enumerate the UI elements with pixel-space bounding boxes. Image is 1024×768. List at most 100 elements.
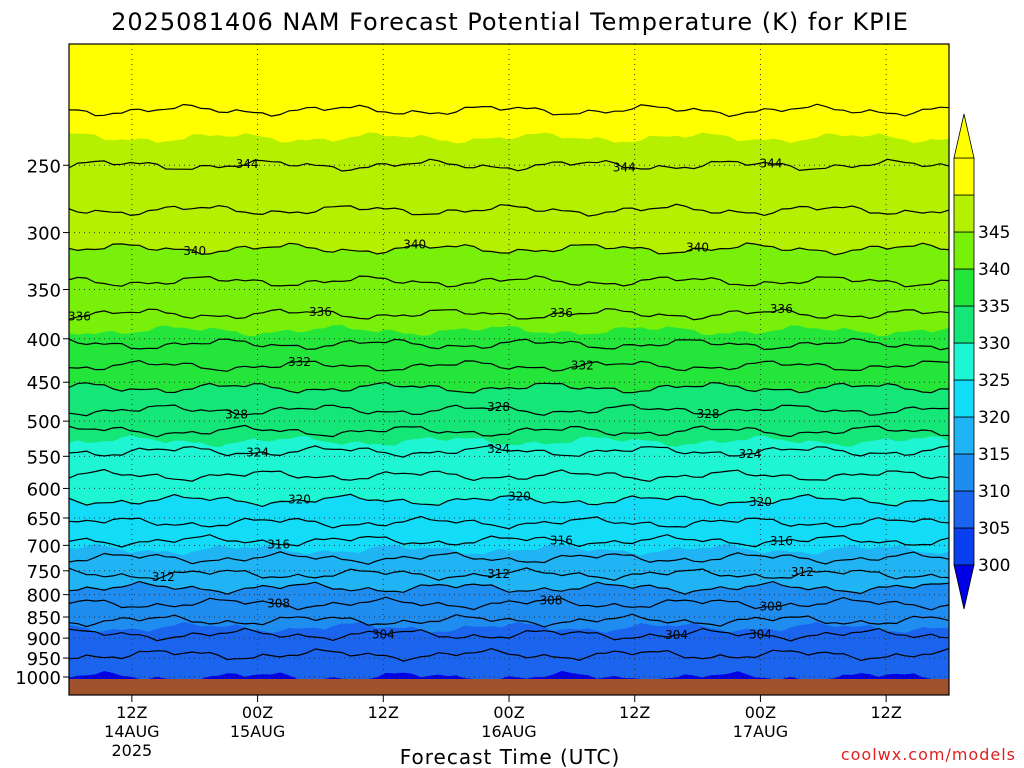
y-tick-label-850: 850 bbox=[27, 608, 61, 629]
colorbar-label-310: 310 bbox=[978, 482, 1010, 502]
contour-label-324: 324 bbox=[487, 442, 510, 456]
contour-302 bbox=[69, 647, 949, 662]
contour-340 bbox=[69, 242, 949, 256]
contour-label-336: 336 bbox=[550, 306, 573, 320]
contour-label-336: 336 bbox=[68, 310, 91, 324]
contour-312 bbox=[69, 567, 949, 581]
colorbar-label-345: 345 bbox=[978, 223, 1010, 243]
contour-label-320: 320 bbox=[288, 493, 311, 507]
contour-label-304: 304 bbox=[372, 627, 395, 641]
colorbar-label-335: 335 bbox=[978, 297, 1010, 317]
contour-324 bbox=[69, 444, 949, 458]
x-tick-label-12: 12Z bbox=[116, 703, 147, 722]
contour-label-320: 320 bbox=[508, 489, 531, 503]
theta-fill-bands bbox=[69, 44, 949, 695]
x-tick-label-72: 00Z bbox=[745, 703, 776, 722]
colorbar-swatch-1 bbox=[953, 490, 975, 529]
colorbar-label-320: 320 bbox=[978, 408, 1010, 428]
y-axis: 2503003504004505005506006507007508008509… bbox=[15, 156, 69, 689]
contour-label-328: 328 bbox=[487, 400, 510, 414]
x-axis-label: Forecast Time (UTC) bbox=[400, 745, 621, 768]
x-tick-date-48: 16AUG bbox=[481, 722, 536, 741]
contour-322 bbox=[69, 468, 949, 483]
contour-label-316: 316 bbox=[550, 533, 573, 547]
colorbar-label-330: 330 bbox=[978, 334, 1010, 354]
colorbar-swatch-10 bbox=[953, 157, 975, 196]
contour-330 bbox=[69, 381, 949, 394]
contour-label-328: 328 bbox=[697, 407, 720, 421]
contour-label-308: 308 bbox=[267, 597, 290, 611]
x-tick-date-24: 15AUG bbox=[230, 722, 285, 741]
colorbar-top-arrow bbox=[953, 113, 975, 159]
x-tick-date-72: 17AUG bbox=[733, 722, 788, 741]
colorbar-legend: 300 305 310 315 320 325 330 335 340 345 bbox=[953, 113, 1010, 610]
contour-label-344: 344 bbox=[613, 161, 636, 175]
x-tick-label-84: 12Z bbox=[870, 703, 901, 722]
x-tick-year-12: 2025 bbox=[111, 741, 152, 760]
colorbar-swatch-7 bbox=[953, 268, 975, 307]
contour-label-324: 324 bbox=[246, 445, 269, 459]
contour-label-340: 340 bbox=[686, 240, 709, 254]
x-tick-label-60: 12Z bbox=[619, 703, 650, 722]
contour-310 bbox=[69, 580, 949, 595]
contour-label-344: 344 bbox=[759, 157, 782, 171]
x-tick-label-48: 00Z bbox=[493, 703, 524, 722]
colorbar-swatch-9 bbox=[953, 194, 975, 233]
colorbar-label-315: 315 bbox=[978, 445, 1010, 465]
contour-label-316: 316 bbox=[770, 534, 793, 548]
y-tick-label-300: 300 bbox=[27, 224, 61, 245]
chart-title: 2025081406 NAM Forecast Potential Temper… bbox=[111, 8, 909, 36]
contour-316 bbox=[69, 534, 949, 548]
y-tick-label-900: 900 bbox=[27, 629, 61, 650]
y-tick-label-800: 800 bbox=[27, 586, 61, 607]
watermark: coolwx.com/models bbox=[841, 745, 1016, 764]
y-tick-label-250: 250 bbox=[27, 156, 61, 177]
contour-label-340: 340 bbox=[183, 244, 206, 258]
contour-label-308: 308 bbox=[539, 593, 562, 607]
y-tick-label-1000: 1000 bbox=[15, 668, 61, 689]
contour-label-308: 308 bbox=[759, 600, 782, 614]
contour-labels: 336 340 344 336 332 328 324 320 316 312 308 304 340 3… bbox=[68, 157, 814, 642]
contour-336 bbox=[69, 307, 949, 321]
contour-338 bbox=[69, 275, 949, 288]
colorbar-label-300: 300 bbox=[978, 556, 1010, 576]
ground-surface bbox=[69, 679, 949, 695]
contour-304 bbox=[69, 627, 949, 642]
colorbar-swatch-0 bbox=[953, 527, 975, 566]
contour-318 bbox=[69, 515, 949, 530]
contour-label-332: 332 bbox=[571, 359, 594, 373]
y-tick-label-600: 600 bbox=[27, 479, 61, 500]
contour-label-304: 304 bbox=[665, 628, 688, 642]
contour-label-324: 324 bbox=[738, 447, 761, 461]
colorbar-bottom-arrow bbox=[953, 564, 975, 610]
y-tick-label-500: 500 bbox=[27, 412, 61, 433]
y-tick-label-950: 950 bbox=[27, 649, 61, 670]
x-tick-label-24: 00Z bbox=[242, 703, 273, 722]
contour-332 bbox=[69, 359, 949, 372]
contour-306 bbox=[69, 613, 949, 628]
contour-label-312: 312 bbox=[152, 570, 175, 584]
contour-344 bbox=[69, 158, 949, 172]
x-tick-date-12: 14AUG bbox=[104, 722, 159, 741]
contour-328 bbox=[69, 404, 949, 417]
colorbar-label-305: 305 bbox=[978, 519, 1010, 539]
contour-314 bbox=[69, 551, 949, 565]
contour-label-312: 312 bbox=[487, 567, 510, 581]
y-tick-label-450: 450 bbox=[27, 373, 61, 394]
y-tick-label-700: 700 bbox=[27, 536, 61, 557]
colorbar-label-325: 325 bbox=[978, 371, 1010, 391]
contour-label-312: 312 bbox=[791, 565, 814, 579]
colorbar-swatch-5 bbox=[953, 342, 975, 381]
x-tick-label-36: 12Z bbox=[368, 703, 399, 722]
contour-label-316: 316 bbox=[267, 538, 290, 552]
contour-342 bbox=[69, 203, 949, 217]
contour-346 bbox=[69, 103, 949, 118]
contour-label-328: 328 bbox=[225, 407, 248, 421]
contour-label-320: 320 bbox=[749, 495, 772, 509]
y-tick-label-550: 550 bbox=[27, 447, 61, 468]
contour-label-340: 340 bbox=[403, 238, 426, 252]
contour-308 bbox=[69, 596, 949, 611]
contour-label-304: 304 bbox=[749, 627, 772, 641]
contour-label-336: 336 bbox=[309, 305, 332, 319]
